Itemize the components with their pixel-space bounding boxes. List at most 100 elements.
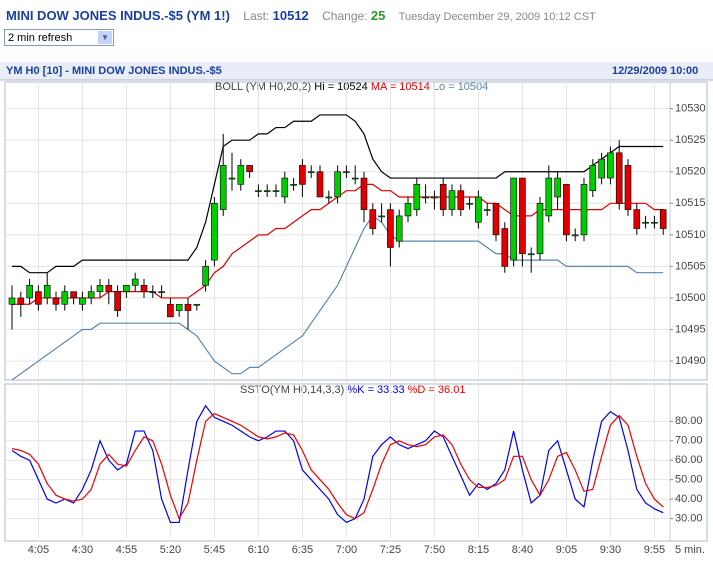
x-tick-label: 9:30 (600, 544, 621, 556)
candle-body (263, 190, 271, 192)
y-tick-label: 80.00 (675, 415, 703, 427)
y-tick-label: 40.00 (675, 493, 703, 505)
refresh-select[interactable]: 2 min refresh ▼ (4, 29, 114, 46)
series-line (11, 404, 664, 524)
candle-body (607, 152, 614, 179)
x-tick-label: 4:30 (72, 544, 93, 556)
candle-body (633, 209, 641, 229)
candle-body (624, 165, 632, 210)
candle-body (422, 196, 429, 199)
candle-body (272, 190, 280, 192)
candle-body (536, 202, 544, 255)
x-tick-label: 8:15 (468, 544, 489, 556)
candle-body (387, 209, 394, 248)
ssto-d: %D = 36.01 (408, 384, 466, 396)
candle-body (8, 297, 16, 305)
candle-body (316, 171, 324, 198)
candle-body (35, 291, 42, 305)
candle-body (26, 285, 33, 299)
y-tick-label: 10500 (675, 292, 706, 304)
chart-bg (0, 60, 713, 562)
candle-body (369, 209, 377, 229)
candle-body (642, 221, 649, 224)
candle-body (360, 177, 368, 210)
candle-body (378, 215, 385, 218)
candle-body (140, 285, 148, 292)
candle-body (598, 158, 605, 179)
panel-frame (4, 383, 708, 542)
y-tick-label: 60.00 (675, 454, 703, 466)
y-tick-label: 10495 (675, 323, 706, 335)
y-tick-label: 10520 (675, 166, 706, 178)
candle-body (545, 177, 553, 217)
candle-body (589, 165, 597, 191)
candle-body (466, 202, 473, 205)
boll-legend: BOLL (YM H0,20,2) Hi = 10524 MA = 10514 … (215, 81, 488, 93)
candle-body (651, 221, 658, 224)
candle-body (527, 253, 535, 256)
y-tick-label: 30.00 (675, 512, 703, 524)
x-unit: 5 min. (675, 544, 705, 556)
chart-title: YM H0 [10] - MINI DOW JONES INDUS.-$5 (6, 65, 222, 77)
candle-body (114, 291, 121, 311)
candle-body (281, 177, 289, 198)
candle-body (563, 184, 570, 236)
candle-body (483, 209, 491, 211)
candle-body (510, 177, 517, 261)
dropdown-arrow[interactable]: ▼ (98, 31, 112, 44)
x-tick-label: 5:45 (204, 544, 225, 556)
x-tick-label: 7:50 (424, 544, 445, 556)
candle-body (193, 303, 201, 306)
candle-body (70, 291, 77, 299)
candle-body (255, 190, 262, 192)
candle-body (96, 285, 104, 292)
candle-body (334, 171, 341, 198)
candle-body (343, 171, 350, 174)
candle-body (123, 285, 130, 292)
ssto-k: %K = 33.33 (347, 384, 404, 396)
candle-body (246, 165, 253, 173)
x-tick-label: 7:25 (380, 544, 401, 556)
y-tick-label: 70.00 (675, 435, 703, 447)
x-tick-label: 5:20 (160, 544, 181, 556)
last-label: Last: (243, 9, 270, 23)
series-line (11, 412, 664, 520)
boll-name: BOLL (YM H0,20,2) (215, 81, 311, 93)
candle-body (211, 202, 218, 261)
candle-body (492, 202, 500, 236)
candle-body (184, 303, 192, 311)
candle-body (554, 177, 561, 198)
candle-body (61, 291, 69, 305)
x-tick-label: 6:35 (292, 544, 313, 556)
x-tick-label: 9:05 (556, 544, 577, 556)
candle-body (351, 177, 359, 180)
boll-ma: MA = 10514 (371, 81, 430, 93)
candle-body (219, 165, 227, 210)
candle-body (307, 171, 315, 174)
change: 25 (370, 8, 386, 23)
candle-body (457, 190, 465, 210)
symbol: MINI DOW JONES INDUS.-$5 (YM 1!) (6, 8, 230, 23)
candle-body (79, 297, 86, 305)
candle-body (501, 228, 509, 267)
candle-body (105, 285, 113, 292)
ssto-name: SSTO(YM H0,14,3,3) (240, 384, 344, 396)
y-tick-label: 10515 (675, 197, 706, 209)
boll-lo: Lo = 10504 (433, 81, 488, 93)
x-tick-label: 8:40 (512, 544, 533, 556)
candle-body (431, 196, 438, 199)
y-tick-label: 10510 (675, 229, 706, 241)
candle-body (615, 152, 623, 204)
candle-body (52, 297, 60, 305)
candle-body (228, 177, 236, 180)
candle-body (413, 184, 421, 210)
candle-body (175, 303, 183, 311)
candle-body (325, 196, 333, 199)
y-tick-label: 10525 (675, 134, 706, 146)
x-tick-label: 4:55 (116, 544, 137, 556)
quote-header: MINI DOW JONES INDUS.-$5 (YM 1!) Last: 1… (6, 8, 596, 23)
series-line (12, 114, 664, 274)
candle-body (571, 234, 579, 237)
panel-frame (4, 81, 708, 381)
